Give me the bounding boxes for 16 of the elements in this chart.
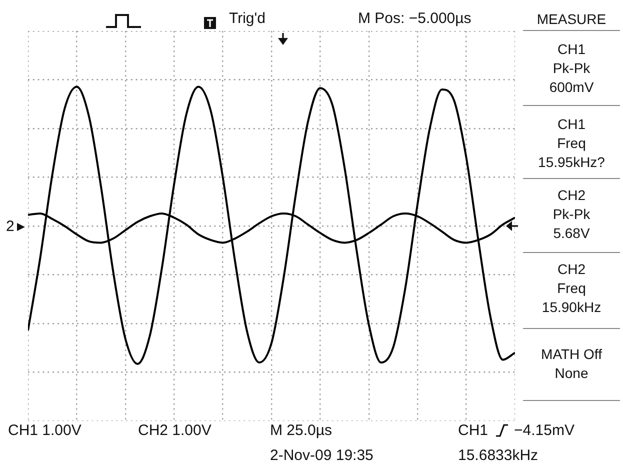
text: 15.6833kHz [458, 446, 538, 465]
text: 2-Nov-09 19:35 [270, 446, 374, 465]
text: CH2 1.00V [138, 421, 212, 440]
text: CH1 Freq 15.95kHz? [537, 115, 606, 172]
text: CH1 Pk-Pk 600mV [548, 40, 595, 97]
text: Trig'd [229, 9, 266, 28]
text: M 25.0µs [270, 421, 332, 440]
text: CH2 Freq 15.90kHz [540, 260, 602, 317]
text: M Pos: −5.000µs [358, 9, 472, 28]
text: CH2 Pk-Pk 5.68V [552, 186, 592, 243]
text: CH1 [458, 421, 488, 440]
text: MEASURE [536, 10, 608, 29]
text: −4.15mV [514, 421, 574, 440]
text: CH1 1.00V [8, 421, 82, 440]
text: MATH Off None [540, 345, 603, 383]
text: 2 [6, 217, 14, 236]
